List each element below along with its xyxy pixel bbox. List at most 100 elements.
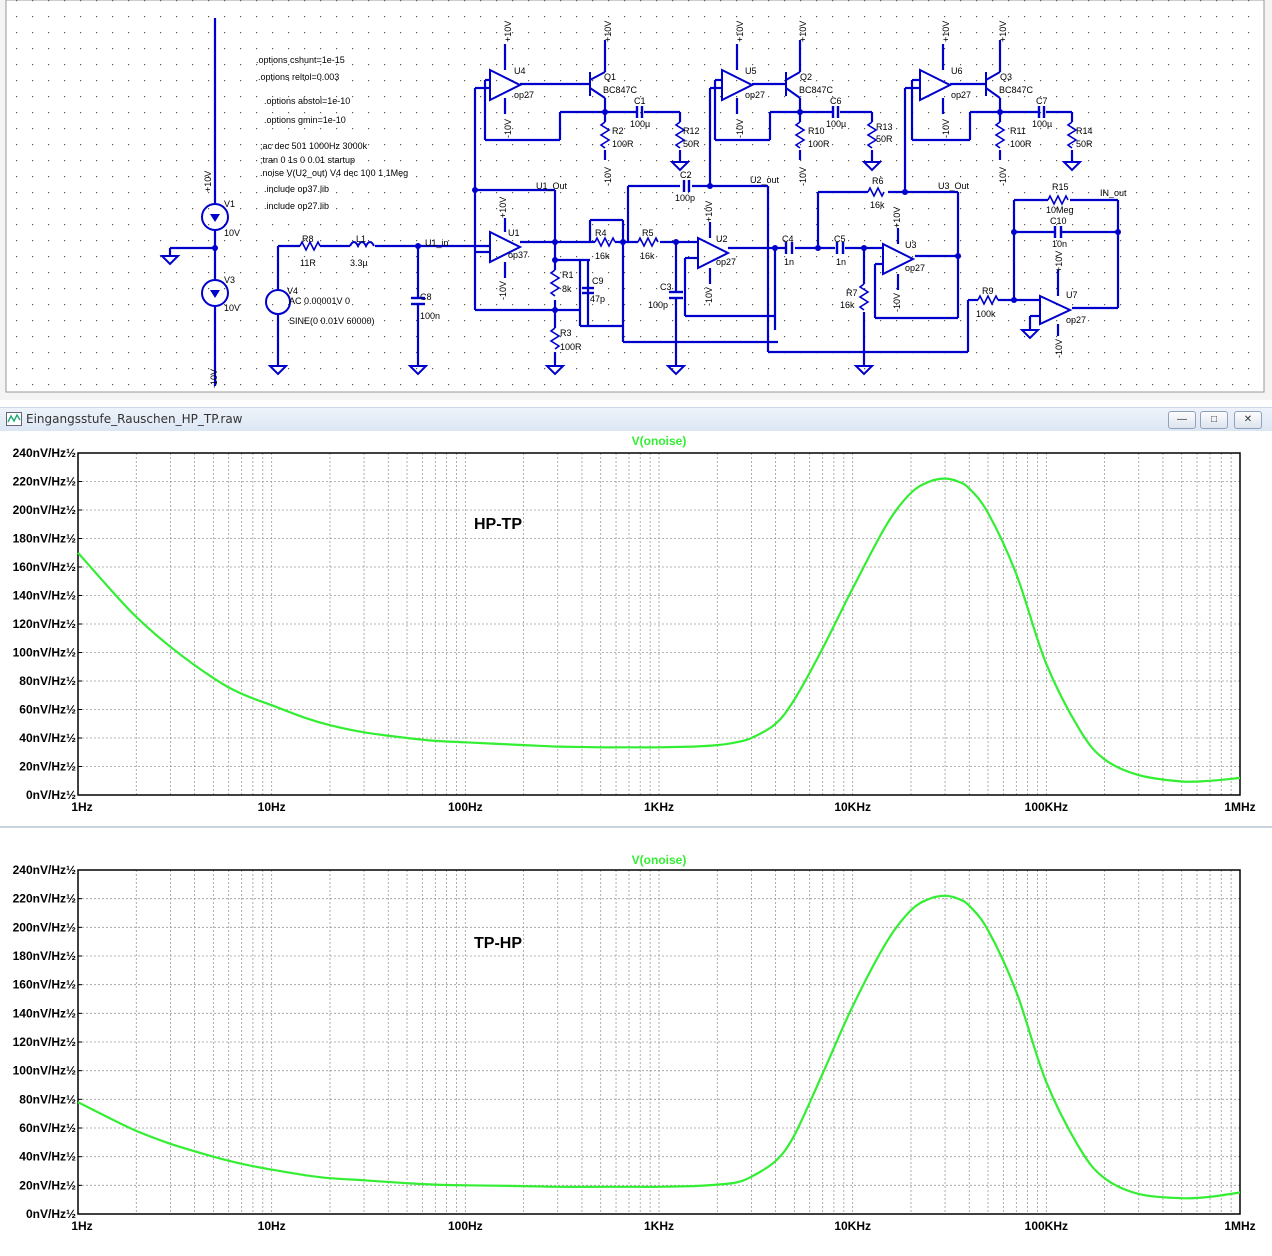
r4-resistor[interactable] <box>594 236 616 248</box>
r9-label: R9 <box>982 286 994 296</box>
c6-capacitor[interactable] <box>831 106 840 118</box>
u2-label: U2 <box>716 234 728 244</box>
close-button[interactable]: ✕ <box>1234 411 1262 429</box>
c4-capacitor[interactable] <box>784 242 794 254</box>
x-tick-label: 1MHz <box>1224 1219 1255 1233</box>
y-tick-label: 80nV/Hz½ <box>19 674 76 688</box>
u7-model: op27 <box>1066 315 1086 325</box>
r2-resistor[interactable] <box>599 121 611 149</box>
u5-opamp[interactable] <box>721 68 755 102</box>
q2-transistor[interactable] <box>785 71 801 99</box>
c8-value: 100n <box>420 311 440 321</box>
r14-resistor[interactable] <box>1066 121 1078 149</box>
rail-label: -10V <box>735 119 745 138</box>
y-tick-label: 160nV/Hz½ <box>13 978 76 992</box>
r3-resistor[interactable] <box>549 327 561 350</box>
r6-label: R6 <box>872 176 884 186</box>
y-tick-label: 240nV/Hz½ <box>13 446 76 460</box>
x-tick-label: 1KHz <box>644 1219 674 1233</box>
y-tick-label: 60nV/Hz½ <box>19 1121 76 1135</box>
v4-source[interactable] <box>265 289 291 315</box>
u4-opamp[interactable] <box>489 68 523 102</box>
c8-capacitor[interactable] <box>411 296 425 306</box>
c7-capacitor[interactable] <box>1037 106 1046 118</box>
rail-label: +10V <box>798 21 808 42</box>
x-tick-label: 10KHz <box>834 1219 871 1233</box>
l1-inductor[interactable] <box>349 241 375 249</box>
c10-capacitor[interactable] <box>1053 226 1063 238</box>
v3-label: V3 <box>224 275 235 285</box>
noise-plot-hp-tp[interactable]: 0nV/Hz½ 20nV/Hz½ 40nV/Hz½ 60nV/Hz½ 80nV/Hz½ 1… <box>0 431 1272 826</box>
c8-label: C8 <box>420 292 432 302</box>
rail-label: +10V <box>498 197 508 218</box>
schematic-editor[interactable]: .options cshunt=1e-15 .options reltol=0.… <box>0 0 1272 400</box>
u1-opamp[interactable] <box>489 230 523 264</box>
rail-label: -10V <box>603 167 613 186</box>
u4-label: U4 <box>514 66 526 76</box>
y-tick-label: 20nV/Hz½ <box>19 760 76 774</box>
r9-resistor[interactable] <box>977 294 999 306</box>
directive: .noise V(U2_out) V4 dec 100 1 1Meg <box>260 168 408 178</box>
c1-capacitor[interactable] <box>635 106 644 118</box>
y-tick-label: 140nV/Hz½ <box>13 589 76 603</box>
rail-label: -10V <box>1054 339 1064 358</box>
q1-transistor[interactable] <box>589 71 606 99</box>
c9-value: 47p <box>590 294 605 304</box>
r1-resistor[interactable] <box>549 269 561 297</box>
c1-label: C1 <box>634 96 646 106</box>
plot-annotation: HP-TP <box>474 516 522 533</box>
q2-model: BC847C <box>799 85 834 95</box>
y-tick-label: 120nV/Hz½ <box>13 1035 76 1049</box>
u7-opamp[interactable] <box>1039 294 1073 326</box>
c7-value: 100µ <box>1032 119 1052 129</box>
y-tick-label: 80nV/Hz½ <box>19 1092 76 1106</box>
r5-resistor[interactable] <box>637 236 659 248</box>
q3-transistor[interactable] <box>985 71 1001 99</box>
waveform-window-titlebar[interactable]: Eingangsstufe_Rauschen_HP_TP.raw — □ ✕ <box>0 407 1272 433</box>
x-tick-label: 1Hz <box>71 1219 92 1233</box>
r15-resistor[interactable] <box>1047 194 1069 206</box>
c9-capacitor[interactable] <box>582 286 594 295</box>
y-axis: 0nV/Hz½ 20nV/Hz½ 40nV/Hz½ 60nV/Hz½ 80nV/Hz½ 1… <box>13 446 82 802</box>
r13-resistor[interactable] <box>866 121 878 149</box>
directive: .options abstol=1e-10 <box>264 96 350 106</box>
c5-value: 1n <box>836 257 846 267</box>
r8-resistor[interactable] <box>299 240 321 252</box>
c3-value: 100p <box>648 300 668 310</box>
r15-label: R15 <box>1052 182 1069 192</box>
rail-label: -10V <box>941 119 951 138</box>
c2-value: 100p <box>675 193 695 203</box>
r10-resistor[interactable] <box>794 121 806 149</box>
r4-value: 16k <box>595 251 610 261</box>
r5-value: 16k <box>640 251 655 261</box>
u1-model: op37 <box>508 250 528 260</box>
u3-label: U3 <box>905 240 917 250</box>
maximize-button[interactable]: □ <box>1200 411 1228 429</box>
r12-resistor[interactable] <box>674 121 686 149</box>
c10-value: 10n <box>1052 239 1067 249</box>
x-tick-label: 100Hz <box>448 800 483 814</box>
c5-capacitor[interactable] <box>835 242 845 254</box>
r11-resistor[interactable] <box>994 121 1006 149</box>
u1-label: U1 <box>508 228 520 238</box>
wires <box>168 18 1120 386</box>
y-tick-label: 20nV/Hz½ <box>19 1178 76 1192</box>
r10-value: 100R <box>808 139 830 149</box>
r2-value: 100R <box>612 139 634 149</box>
rail-label: -10V <box>498 281 508 300</box>
u2-opamp[interactable] <box>697 236 731 270</box>
v3-source[interactable] <box>201 279 229 307</box>
u6-opamp[interactable] <box>919 68 953 102</box>
u3-opamp[interactable] <box>882 242 916 276</box>
ground-symbols <box>159 161 1083 376</box>
c4-label: C4 <box>782 234 794 244</box>
c2-capacitor[interactable] <box>682 180 691 192</box>
v1-source[interactable] <box>201 203 229 231</box>
rail-label: +10V <box>704 201 714 222</box>
r6-resistor[interactable] <box>867 186 885 198</box>
rail-label: +10V <box>735 21 745 42</box>
minimize-button[interactable]: — <box>1168 411 1196 429</box>
r7-resistor[interactable] <box>858 283 870 311</box>
c3-capacitor[interactable] <box>669 290 683 300</box>
noise-plot-tp-hp[interactable]: 0nV/Hz½ 20nV/Hz½ 40nV/Hz½ 60nV/Hz½ 80nV/Hz½ 1… <box>0 848 1272 1256</box>
